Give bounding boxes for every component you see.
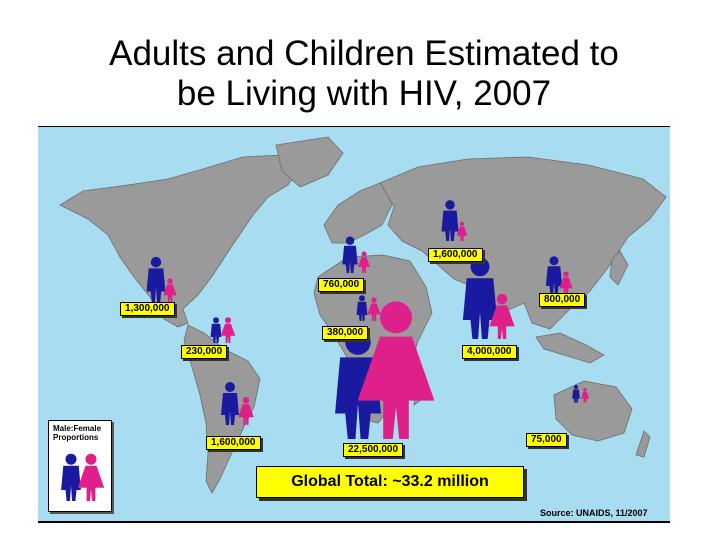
source-note: Source: UNAIDS, 11/2007: [540, 508, 648, 518]
label-south-southeast-asia: 4,000,000: [462, 345, 517, 359]
title-line-1: Adults and Children Estimated to: [109, 34, 619, 73]
legend-figures: [61, 453, 105, 501]
label-caribbean: 230,000: [181, 345, 228, 359]
legend-box: Male:Female Proportions: [48, 420, 112, 512]
bottom-rule: [38, 521, 670, 523]
label-eastern-europe-central-asia: 1,600,000: [428, 248, 483, 262]
legend-title: Male:Female Proportions: [53, 424, 101, 442]
label-western-central-europe: 760,000: [318, 278, 365, 292]
legend-female-icon: [77, 453, 105, 501]
japan-land: [609, 250, 629, 286]
legend-line-1: Male:Female: [53, 424, 102, 433]
southeast-asia-land: [535, 332, 605, 364]
legend-line-2: Proportions: [53, 433, 99, 442]
world-map: [38, 127, 670, 522]
label-east-asia: 800,000: [539, 293, 586, 307]
greenland-land: [275, 136, 344, 188]
north-america-land: [59, 154, 301, 328]
title-line-2: be Living with HIV, 2007: [176, 74, 552, 113]
page-title: Adults and Children Estimated to be Livi…: [0, 34, 728, 114]
label-oceania: 75,000: [526, 433, 567, 447]
land-masses: [59, 136, 667, 494]
label-latin-america: 1,600,000: [206, 436, 261, 450]
new-zealand-land: [635, 430, 651, 458]
label-north-africa-middle-east: 380,000: [322, 326, 369, 340]
asia-land: [379, 156, 667, 330]
europe-land: [323, 182, 399, 244]
label-sub-saharan-africa: 22,500,000: [343, 443, 404, 457]
label-north-america: 1,300,000: [120, 302, 175, 316]
global-total-banner: Global Total: ~33.2 million: [256, 466, 524, 498]
legend-male-icon: [61, 453, 81, 501]
